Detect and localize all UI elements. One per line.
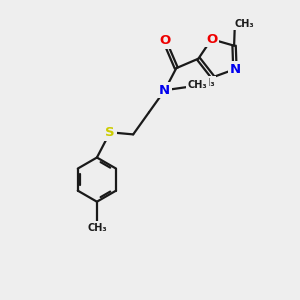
Text: CH₃: CH₃: [188, 80, 207, 90]
Text: N: N: [230, 63, 241, 76]
Text: CH₃: CH₃: [234, 19, 254, 28]
Text: O: O: [206, 33, 217, 46]
Text: N: N: [159, 84, 170, 97]
Text: CH₃: CH₃: [87, 223, 107, 233]
Text: O: O: [159, 34, 170, 47]
Text: CH₃: CH₃: [195, 78, 215, 88]
Text: S: S: [105, 126, 115, 139]
